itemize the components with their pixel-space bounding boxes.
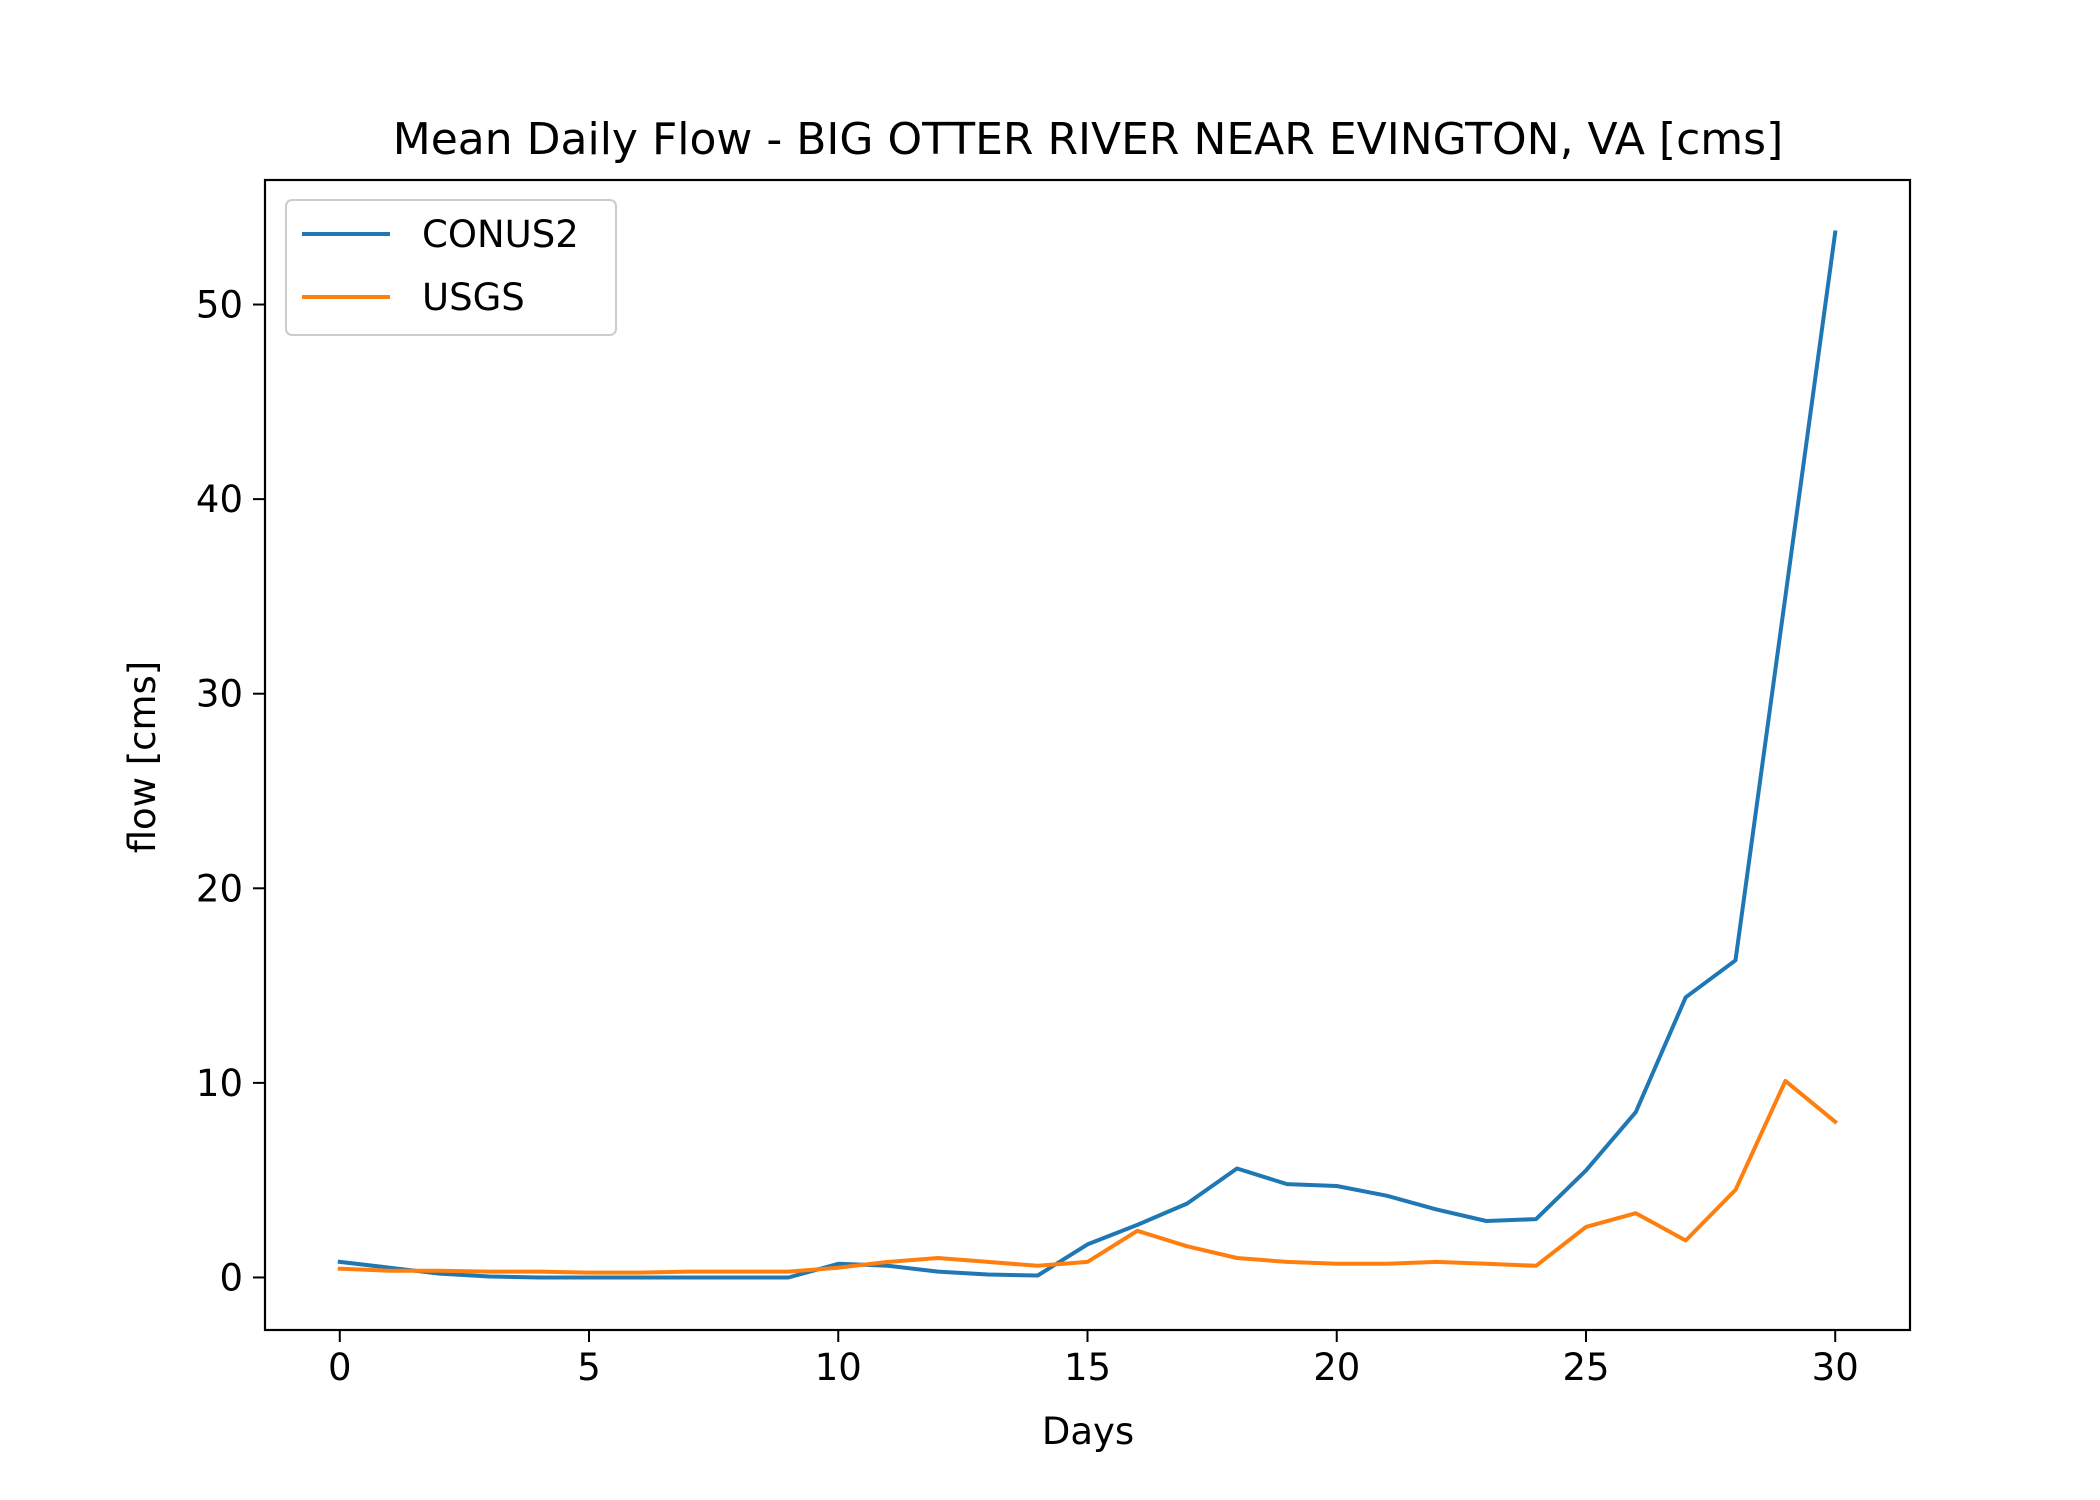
series-line-usgs [337,1078,1839,1275]
y-axis-label: flow [cms] [121,661,164,854]
plot-area: 0 5 10 15 20 25 30 0 10 20 30 40 50 CONUS2 USGS [196,178,1912,1389]
y-tick-label: 0 [219,1256,243,1299]
x-tick-label: 30 [1812,1346,1859,1389]
chart-title: Mean Daily Flow - BIG OTTER RIVER NEAR E… [393,114,1783,165]
series-line-conus2 [337,230,1838,1280]
x-tick-label: 10 [815,1346,862,1389]
y-tick-label: 40 [196,478,243,521]
legend-label-conus2: CONUS2 [422,213,579,256]
x-tick-label: 15 [1064,1346,1111,1389]
y-tick-label: 30 [196,673,243,716]
legend-label-usgs: USGS [422,276,525,319]
x-tick-label: 0 [328,1346,352,1389]
y-tick-label: 20 [196,867,243,910]
x-tick-label: 20 [1313,1346,1360,1389]
y-tick-label: 10 [196,1062,243,1105]
y-tick-label: 50 [196,284,243,327]
x-tick-label: 25 [1562,1346,1609,1389]
x-tick-label: 5 [577,1346,601,1389]
x-axis-label: Days [1042,1410,1134,1453]
